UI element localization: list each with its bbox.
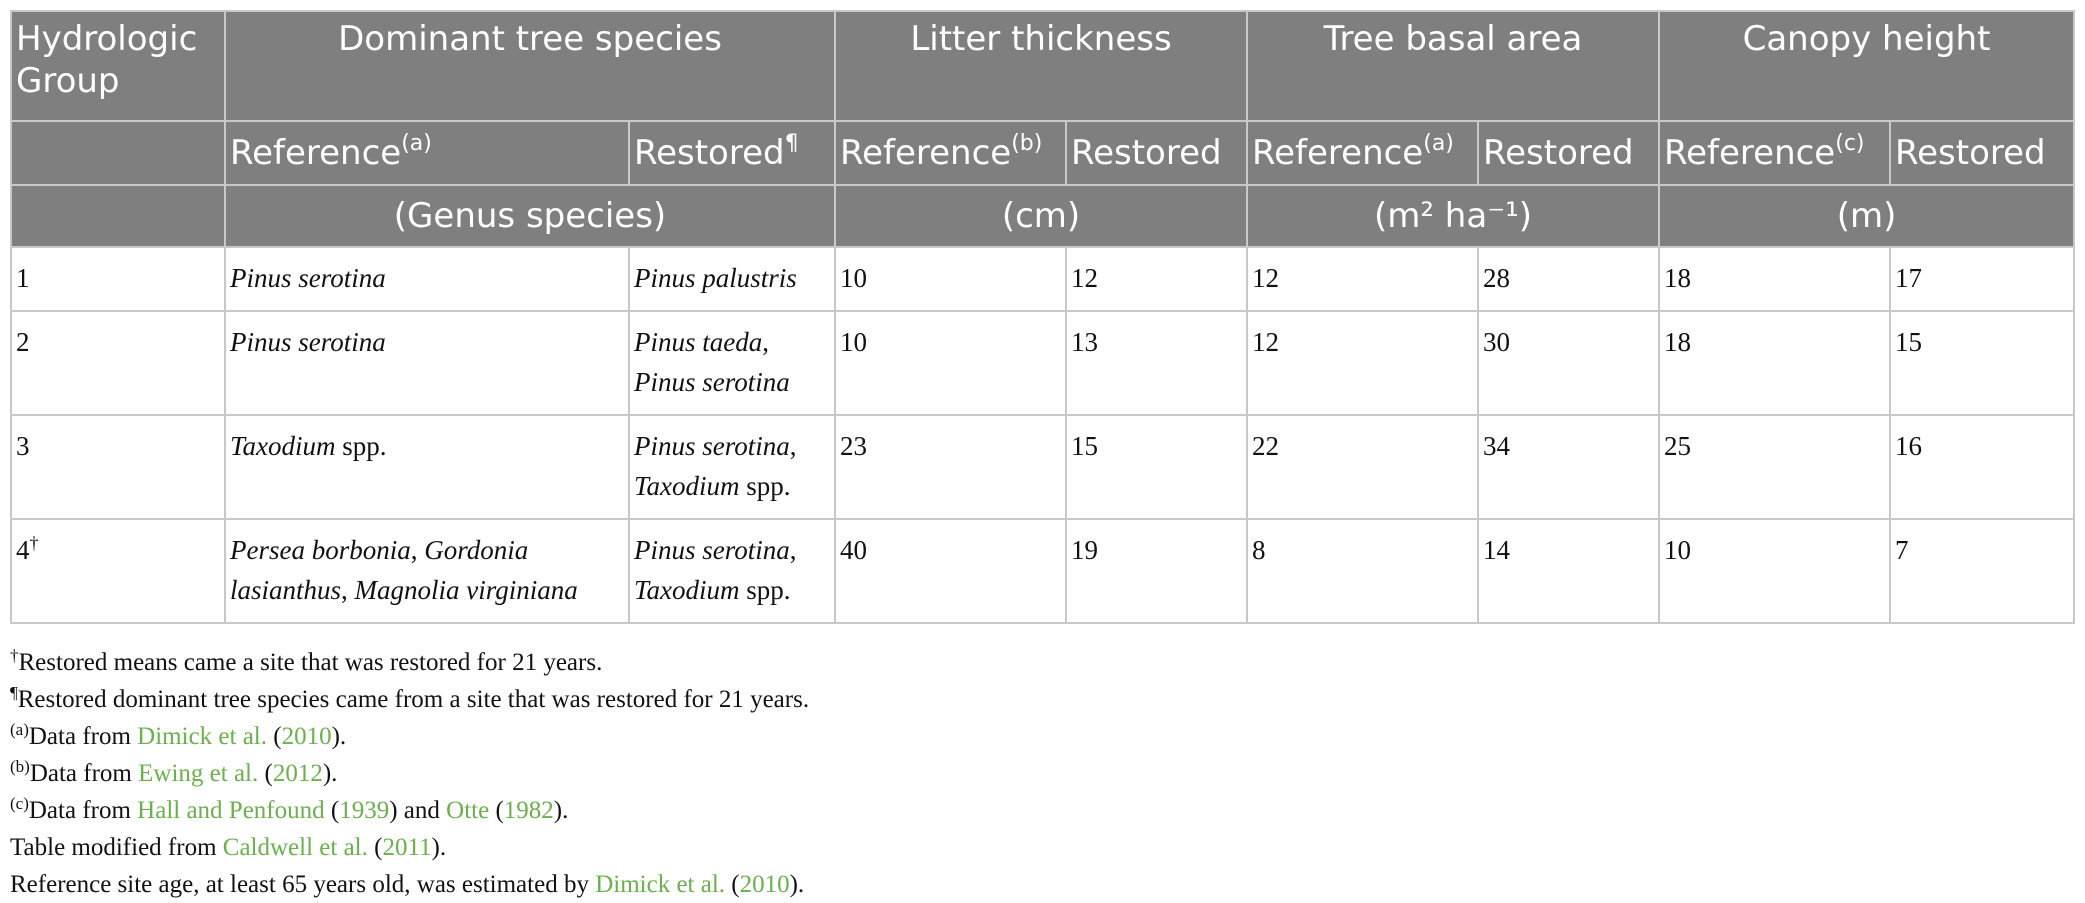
cell-canopy-restored: 16 <box>1889 414 2076 520</box>
header-dominant-species: Dominant tree species <box>224 10 836 122</box>
cell-reference-species: Pinus serotina <box>224 310 630 416</box>
citation-link[interactable]: Dimick et al. <box>137 723 267 750</box>
header-tree-basal-area: Tree basal area <box>1246 10 1661 122</box>
footnote-a: (a)Data from Dimick et al. (2010). <box>10 720 347 750</box>
header-litter-reference: Reference(b) <box>834 120 1067 186</box>
footnote-b: (b)Data from Ewing et al. (2012). <box>10 757 338 787</box>
cell-basal-reference: 12 <box>1246 310 1480 416</box>
cell-basal-restored: 30 <box>1477 310 1661 416</box>
citation-link[interactable]: Hall and Penfound <box>137 797 325 824</box>
table-container: Hydrologic Group Dominant tree species L… <box>10 10 2076 903</box>
header-basal-restored: Restored <box>1477 120 1661 186</box>
cell-basal-restored: 34 <box>1477 414 1661 520</box>
cell-basal-reference: 8 <box>1246 518 1480 624</box>
unit-species: (Genus species) <box>224 184 836 248</box>
label-reference: Reference <box>230 133 402 173</box>
header-litter-restored: Restored <box>1064 120 1249 186</box>
cell-litter-restored: 12 <box>1064 246 1249 312</box>
citation-link[interactable]: Dimick et al. <box>595 871 726 898</box>
label-reference: Reference <box>840 133 1012 173</box>
cell-restored-species: Pinus serotina, Taxodium spp. <box>628 518 836 624</box>
citation-year-link[interactable]: 2012 <box>272 760 323 787</box>
citation-year-link[interactable]: 2010 <box>281 723 332 750</box>
citation-year-link[interactable]: 2010 <box>739 871 790 898</box>
unit-litter: (cm) <box>833 184 1249 248</box>
header-canopy-restored: Restored <box>1889 120 2076 186</box>
footnote-mark-a: (a) <box>1423 131 1454 156</box>
header-species-reference: Reference(a) <box>224 120 630 186</box>
header-empty <box>10 184 226 248</box>
cell-canopy-reference: 18 <box>1658 246 1892 312</box>
label-reference: Reference <box>1252 133 1424 173</box>
cell-basal-reference: 12 <box>1246 246 1480 312</box>
cell-reference-species: Taxodium spp. <box>224 414 630 520</box>
footnote-restored-species: ¶Restored dominant tree species came fro… <box>10 683 810 713</box>
cell-canopy-reference: 10 <box>1658 518 1892 624</box>
header-empty <box>10 120 226 186</box>
cell-hydrologic-group: 2 <box>10 310 226 416</box>
header-row-units: (Genus species) (cm) (m² ha⁻¹) (m) <box>10 184 2076 248</box>
header-canopy-reference: Reference(c) <box>1658 120 1892 186</box>
table-body: 1 Pinus serotina Pinus palustris 10 12 12 28 18… <box>10 246 2076 624</box>
footnote-restored: †Restored means came a site that was res… <box>10 646 603 676</box>
table-footnotes: †Restored means came a site that was res… <box>10 644 2073 903</box>
table-row: 1 Pinus serotina Pinus palustris 10 12 12 28 18… <box>10 246 2076 312</box>
footnote-mark-c: (c) <box>1835 131 1865 156</box>
citation-link[interactable]: Ewing et al. <box>138 760 259 787</box>
header-row-sub: Reference(a) Restored¶ Reference(b) Rest… <box>10 120 2076 186</box>
cell-hydrologic-group: 1 <box>10 246 226 312</box>
cell-reference-species: Persea borbonia, Gordonia lasianthus, Ma… <box>224 518 630 624</box>
unit-canopy: (m) <box>1658 184 2076 248</box>
citation-link[interactable]: Otte <box>446 797 490 824</box>
unit-basal: (m² ha⁻¹) <box>1246 184 1661 248</box>
cell-restored-species: Pinus taeda, Pinus serotina <box>628 310 836 416</box>
cell-litter-reference: 23 <box>834 414 1067 520</box>
cell-litter-restored: 15 <box>1064 414 1249 520</box>
footnote-mark-pilcrow: ¶ <box>784 131 799 156</box>
cell-canopy-reference: 25 <box>1658 414 1892 520</box>
cell-hydrologic-group: 3 <box>10 414 226 520</box>
footnote-mark-b: (b) <box>1011 131 1043 156</box>
label-reference: Reference <box>1664 133 1836 173</box>
cell-litter-reference: 10 <box>834 246 1067 312</box>
cell-hydrologic-group: 4† <box>10 518 226 624</box>
table-row: 2 Pinus serotina Pinus taeda, Pinus seroti… <box>10 310 2076 416</box>
cell-basal-reference: 22 <box>1246 414 1480 520</box>
footnote-mark-a: (a) <box>401 131 432 156</box>
label-restored: Restored <box>634 133 785 173</box>
cell-basal-restored: 28 <box>1477 246 1661 312</box>
cell-restored-species: Pinus serotina, Taxodium spp. <box>628 414 836 520</box>
cell-canopy-reference: 18 <box>1658 310 1892 416</box>
cell-litter-reference: 10 <box>834 310 1067 416</box>
footnote-site-age: Reference site age, at least 65 years ol… <box>10 871 805 898</box>
footnote-source: Table modified from Caldwell et al. (201… <box>10 834 447 861</box>
cell-litter-restored: 13 <box>1064 310 1249 416</box>
footnote-c: (c)Data from Hall and Penfound (1939) an… <box>10 794 569 824</box>
header-row-main: Hydrologic Group Dominant tree species L… <box>10 10 2076 122</box>
cell-canopy-restored: 7 <box>1889 518 2076 624</box>
cell-restored-species: Pinus palustris <box>628 246 836 312</box>
header-basal-reference: Reference(a) <box>1246 120 1480 186</box>
data-table: Hydrologic Group Dominant tree species L… <box>10 10 2076 624</box>
table-row: 4† Persea borbonia, Gordonia lasianthus, … <box>10 518 2076 624</box>
cell-basal-restored: 14 <box>1477 518 1661 624</box>
citation-year-link[interactable]: 1939 <box>339 797 390 824</box>
header-hydrologic-group: Hydrologic Group <box>10 10 226 122</box>
citation-year-link[interactable]: 1982 <box>503 797 554 824</box>
citation-year-link[interactable]: 2011 <box>382 834 432 861</box>
cell-canopy-restored: 17 <box>1889 246 2076 312</box>
header-litter-thickness: Litter thickness <box>833 10 1249 122</box>
cell-reference-species: Pinus serotina <box>224 246 630 312</box>
header-canopy-height: Canopy height <box>1658 10 2076 122</box>
cell-canopy-restored: 15 <box>1889 310 2076 416</box>
table-row: 3 Taxodium spp. Pinus serotina, Taxodium s… <box>10 414 2076 520</box>
header-species-restored: Restored¶ <box>628 120 836 186</box>
cell-litter-restored: 19 <box>1064 518 1249 624</box>
cell-litter-reference: 40 <box>834 518 1067 624</box>
citation-link[interactable]: Caldwell et al. <box>222 834 368 861</box>
